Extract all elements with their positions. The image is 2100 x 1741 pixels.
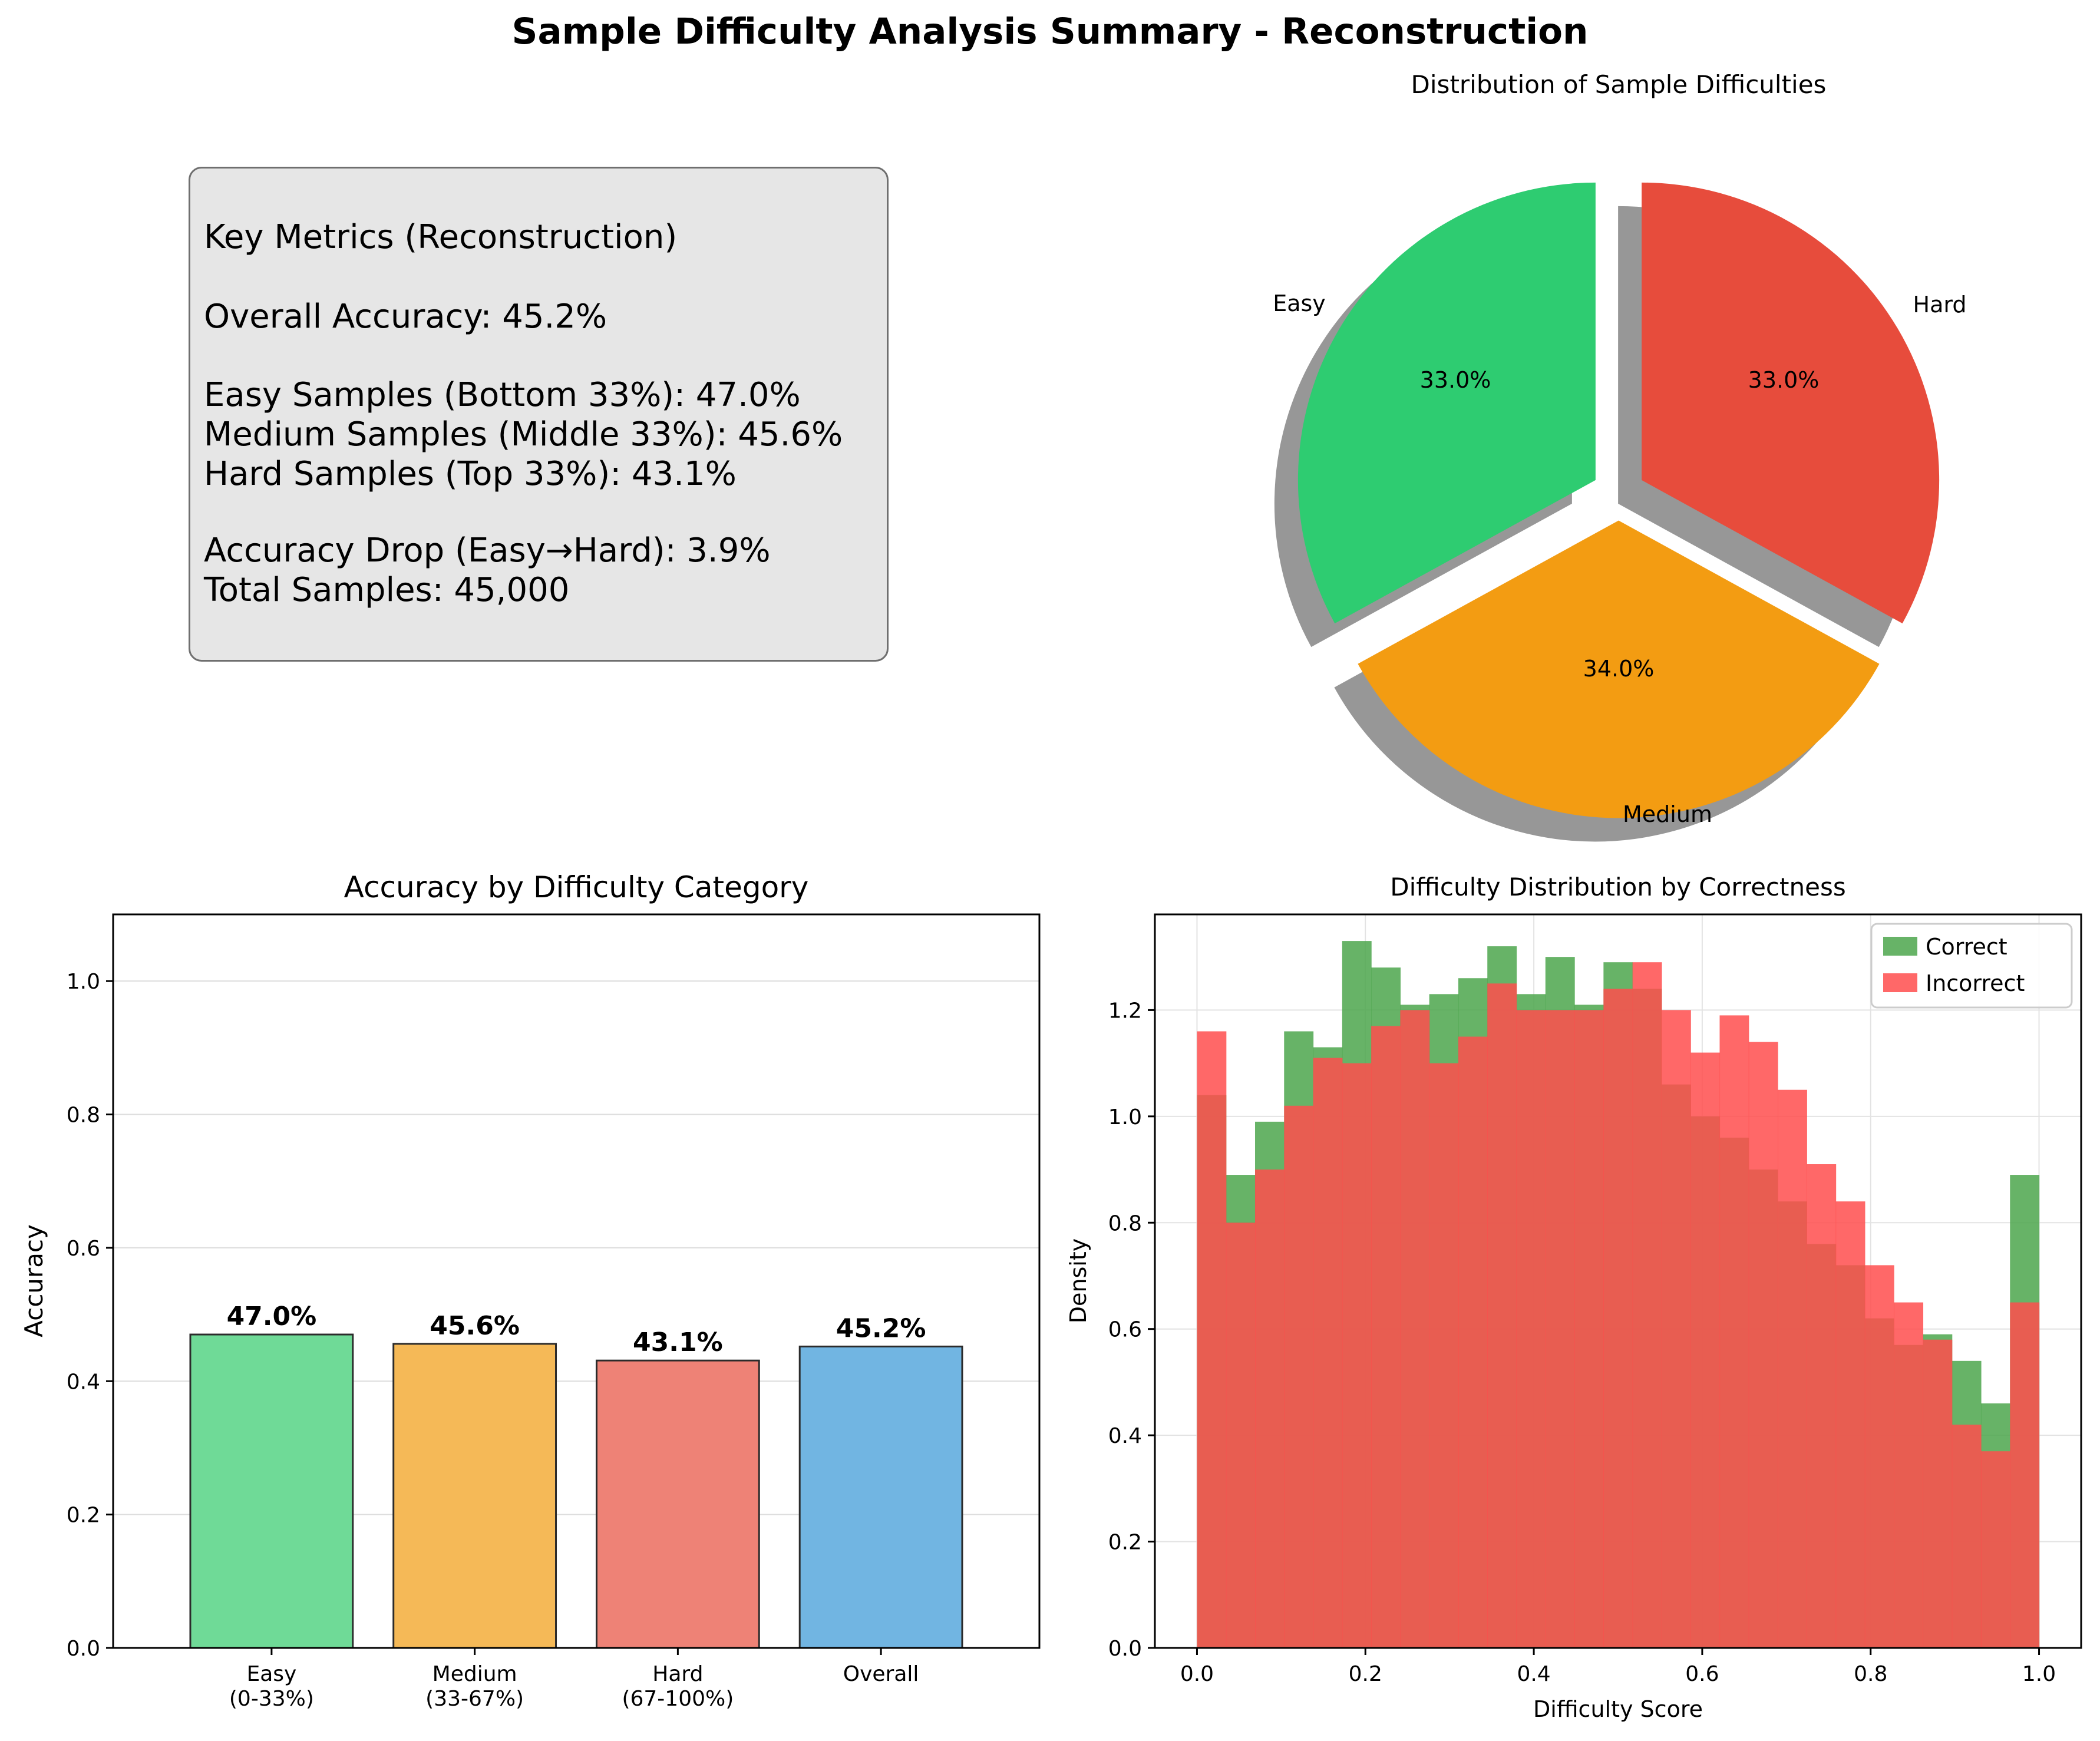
overall-accuracy-metric: Overall Accuracy: 45.2%: [204, 298, 607, 336]
hist-bar-incorrect: [1748, 1042, 1778, 1648]
hist-x-tick-label: 0.4: [1517, 1662, 1550, 1686]
hist-bar-incorrect: [1807, 1164, 1837, 1648]
legend-label-correct: Correct: [1926, 934, 2007, 960]
hist-bar-incorrect: [1284, 1105, 1314, 1648]
hist-x-axis-label: Difficulty Score: [1533, 1696, 1703, 1722]
bar-value-label-hard: 43.1%: [633, 1327, 723, 1357]
bar-value-label-easy: 47.0%: [227, 1301, 317, 1332]
hist-bar-incorrect: [1197, 1031, 1227, 1648]
pie-pct-medium: 34.0%: [1583, 656, 1655, 682]
legend-swatch-correct: [1883, 937, 1917, 956]
pie-wedge-medium: [1358, 520, 1880, 818]
hist-bar-incorrect: [1864, 1265, 1894, 1648]
bar-y-tick-label: 0.0: [67, 1637, 100, 1661]
medium-samples-metric: Medium Samples (Middle 33%): 45.6%: [204, 415, 843, 454]
hist-axes-frame: [1154, 913, 2082, 1649]
bar-y-tick-label: 1.0: [67, 970, 100, 994]
hist-bar-incorrect: [1690, 1052, 1721, 1648]
bar-hard: [595, 1359, 760, 1649]
bar-x-tick-label-easy: Easy: [246, 1662, 296, 1686]
hist-bar-incorrect: [1487, 983, 1517, 1648]
bar-easy: [189, 1333, 354, 1649]
hist-bar-incorrect: [1835, 1201, 1865, 1648]
hist-y-tick-label: 1.2: [1108, 999, 1142, 1023]
bar-y-tick-label: 0.8: [67, 1104, 100, 1128]
hist-bar-incorrect: [1400, 1010, 1430, 1648]
hist-bar-incorrect: [1429, 1063, 1459, 1648]
pie-title: Distribution of Sample Difficulties: [1411, 70, 1827, 99]
total-samples-metric: Total Samples: 45,000: [204, 571, 570, 609]
bar-x-tick-label-hard: Hard: [652, 1662, 703, 1686]
hist-bar-incorrect: [1342, 1063, 1372, 1648]
legend-swatch-incorrect: [1883, 973, 1917, 992]
hist-y-tick-label: 0.8: [1108, 1211, 1142, 1235]
bar-x-tick-label-hard: (67-100%): [622, 1687, 734, 1711]
hist-bar-incorrect: [1661, 1010, 1691, 1648]
hist-bar-incorrect: [1632, 962, 1662, 1648]
bar-chart-title: Accuracy by Difficulty Category: [344, 870, 809, 904]
hist-bar-incorrect: [1226, 1223, 1256, 1648]
hist-x-tick-label: 0.6: [1685, 1662, 1719, 1686]
metrics-heading: Key Metrics (Reconstruction): [204, 218, 678, 256]
hist-bar-incorrect: [1952, 1425, 1982, 1648]
hist-bar-incorrect: [1371, 1026, 1401, 1648]
easy-samples-metric: Easy Samples (Bottom 33%): 47.0%: [204, 376, 801, 414]
hist-bar-incorrect: [1458, 1036, 1488, 1648]
hist-bar-incorrect: [1719, 1015, 1749, 1648]
accuracy-drop-metric: Accuracy Drop (Easy→Hard): 3.9%: [204, 531, 771, 570]
pie-label-medium: Medium: [1623, 801, 1712, 827]
hist-title: Difficulty Distribution by Correctness: [1390, 873, 1845, 901]
hist-legend: Correct Incorrect: [1870, 923, 2073, 1009]
bar-overall: [798, 1345, 963, 1649]
hist-bar-incorrect: [1255, 1170, 1285, 1648]
hist-bar-incorrect: [1313, 1058, 1343, 1648]
bar-y-tick-label: 0.6: [67, 1237, 100, 1261]
pie-pct-easy: 33.0%: [1420, 367, 1491, 393]
figure-title: Sample Difficulty Analysis Summary - Rec…: [511, 11, 1589, 52]
pie-wedge-easy: [1297, 182, 1596, 624]
bar-axes-frame: [112, 913, 1041, 1649]
hist-bar-incorrect: [1980, 1451, 2010, 1648]
hist-y-tick-label: 1.0: [1108, 1105, 1142, 1129]
bar-y-tick-label: 0.4: [67, 1370, 100, 1394]
key-metrics-panel: [189, 167, 889, 662]
hard-samples-metric: Hard Samples (Top 33%): 43.1%: [204, 455, 737, 493]
bar-x-tick-label-medium: (33-67%): [425, 1687, 524, 1711]
bar-y-axis-label: Accuracy: [19, 1224, 48, 1337]
legend-label-incorrect: Incorrect: [1926, 970, 2025, 996]
bar-y-tick-label: 0.2: [67, 1504, 100, 1528]
hist-bar-incorrect: [1516, 1010, 1546, 1648]
pie-label-easy: Easy: [1273, 290, 1326, 316]
hist-bar-incorrect: [2010, 1302, 2040, 1648]
hist-bar-incorrect: [1894, 1302, 1924, 1648]
hist-y-tick-label: 0.2: [1108, 1531, 1142, 1555]
hist-bar-incorrect: [1778, 1089, 1807, 1648]
bar-x-tick-label-overall: Overall: [843, 1662, 919, 1686]
hist-x-tick-label: 0.0: [1180, 1662, 1214, 1686]
pie-pct-hard: 33.0%: [1748, 367, 1820, 393]
bar-x-tick-label-medium: Medium: [432, 1662, 517, 1686]
hist-bar-incorrect: [1574, 1010, 1604, 1648]
hist-y-tick-label: 0.0: [1108, 1637, 1142, 1661]
hist-bar-incorrect: [1545, 1010, 1575, 1648]
hist-bar-incorrect: [1923, 1339, 1953, 1648]
hist-y-axis-label: Density: [1065, 1238, 1091, 1323]
bar-medium: [392, 1343, 557, 1649]
hist-bar-incorrect: [1603, 989, 1633, 1648]
bar-value-label-overall: 45.2%: [836, 1313, 926, 1343]
hist-x-tick-label: 0.8: [1854, 1662, 1887, 1686]
hist-y-tick-label: 0.6: [1108, 1318, 1142, 1342]
hist-y-tick-label: 0.4: [1108, 1424, 1142, 1448]
bar-x-tick-label-easy: (0-33%): [229, 1687, 314, 1711]
pie-label-hard: Hard: [1913, 292, 1967, 318]
bar-value-label-medium: 45.6%: [430, 1311, 520, 1341]
hist-x-tick-label: 0.2: [1349, 1662, 1382, 1686]
pie-wedge-hard: [1642, 182, 1940, 624]
hist-x-tick-label: 1.0: [2022, 1662, 2056, 1686]
